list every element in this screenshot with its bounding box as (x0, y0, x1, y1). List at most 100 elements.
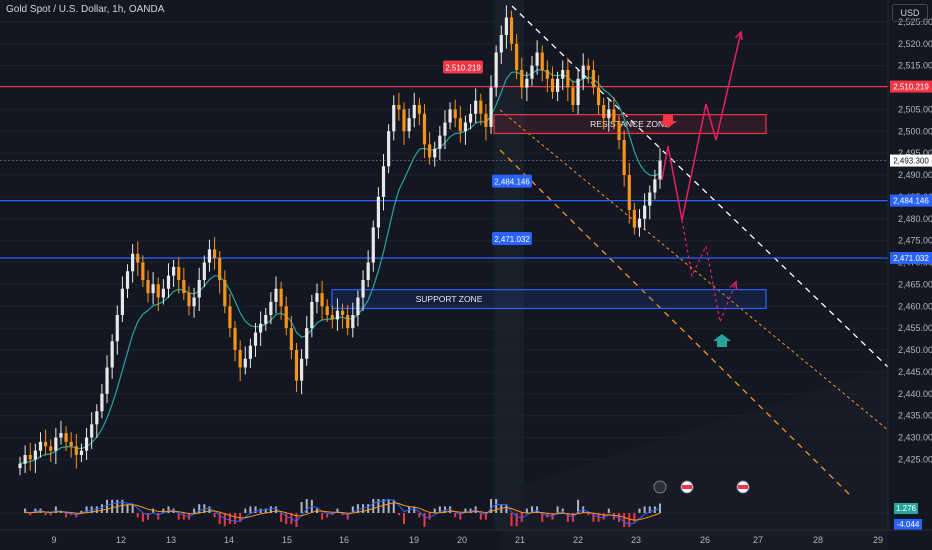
candle-body (545, 70, 549, 79)
candle-body (515, 43, 519, 70)
candle-body (499, 35, 503, 53)
signal-line (25, 502, 661, 521)
candle-body (110, 341, 114, 368)
axis-level-tag-text: 2,471.032 (893, 254, 929, 263)
zone-label: SUPPORT ZONE (416, 294, 483, 304)
candle-body (131, 253, 135, 272)
y-tick-label: 2,495.000 (898, 148, 932, 158)
x-tick-label: 23 (631, 535, 641, 545)
candle-body (18, 463, 22, 469)
flag-stripe-icon (682, 485, 692, 489)
y-tick-label: 2,490.000 (898, 170, 932, 180)
candle-body (136, 253, 140, 263)
macd-neg-tag (894, 519, 922, 530)
candle-body (305, 328, 309, 359)
y-tick-label: 2,505.000 (898, 104, 932, 114)
zones: RESISTANCE ZONE SUPPORT ZONE (331, 114, 767, 310)
candle-body (279, 288, 283, 307)
candle-body (49, 446, 53, 451)
candle-body (453, 109, 457, 119)
zone-label: RESISTANCE ZONE (590, 119, 670, 129)
moving-average (19, 69, 661, 465)
candle-body (448, 109, 452, 123)
x-tick-label: 22 (573, 535, 583, 545)
candle-body (202, 262, 206, 280)
candle-body (361, 280, 365, 298)
level-tag (492, 174, 532, 188)
candle-body (59, 433, 63, 438)
candle-body (84, 437, 89, 451)
level-tag-text: 2,484.146 (494, 178, 530, 187)
candle-body (428, 144, 432, 158)
candle-body (284, 306, 288, 329)
candle-body (489, 87, 493, 127)
y-tick-label: 2,455.000 (898, 323, 932, 333)
candle-body (223, 280, 227, 307)
event-icons[interactable] (653, 480, 750, 494)
candle-body (218, 258, 222, 280)
candle-body (69, 441, 73, 447)
candle-body (259, 323, 263, 333)
candle-body (586, 65, 590, 70)
candle-body (617, 122, 621, 140)
y-tick-label: 2,460.000 (898, 301, 932, 311)
candle-body (581, 65, 585, 79)
candle-body (187, 293, 191, 307)
candle-body (269, 301, 273, 315)
candle-body (38, 441, 43, 451)
candle-body (417, 105, 421, 114)
grid (0, 21, 888, 460)
candle-body (474, 100, 478, 114)
candle-body (28, 455, 32, 460)
candle-body (530, 65, 534, 79)
candle-body (407, 118, 411, 132)
y-tick-label: 2,445.000 (898, 367, 932, 377)
candle-body (525, 78, 529, 88)
axis-level-tag-text: 2,484.146 (893, 197, 929, 206)
candle-body (340, 310, 345, 315)
candle-body (146, 280, 150, 294)
candle-body (44, 441, 48, 447)
candle-body (115, 315, 119, 342)
candle-body (627, 175, 631, 210)
candle-body (320, 293, 324, 307)
candle-body (540, 52, 544, 70)
x-tick-label: 9 (51, 535, 56, 545)
candle-body (366, 262, 370, 280)
candle-body (381, 166, 386, 197)
candle-body (535, 52, 539, 66)
candle-body (376, 196, 380, 228)
level-tag (492, 231, 532, 245)
level-tag-text: 2,471.032 (494, 235, 530, 244)
candle-body (253, 332, 258, 346)
candle-body (74, 446, 78, 455)
candle-body (325, 306, 329, 315)
axis-level-tag-text: 2,510.219 (893, 83, 929, 92)
x-tick-label: 20 (457, 535, 467, 545)
currency-button[interactable]: USD (892, 4, 928, 22)
candle-body (484, 113, 488, 127)
candle-body (612, 109, 616, 123)
candle-body (54, 437, 58, 451)
candle-body (356, 297, 360, 315)
macd-line (24, 498, 661, 525)
candles[interactable] (18, 5, 662, 476)
candle-body (653, 179, 657, 193)
channel-upper-line (511, 5, 889, 368)
candle-body (289, 328, 293, 350)
flash-event-icon[interactable] (653, 480, 667, 494)
axis-level-tag (890, 194, 932, 207)
candle-body (463, 122, 468, 132)
candle-body (550, 78, 555, 92)
y-tick-label: 2,465.000 (898, 279, 932, 289)
flag-stripe-icon (738, 485, 748, 489)
candle-body (105, 367, 109, 394)
candle-body (571, 87, 575, 105)
candle-body (141, 262, 145, 280)
candle-body (494, 52, 498, 88)
y-tick-label: 2,515.000 (898, 61, 932, 71)
candle-body (125, 271, 130, 289)
current-price-tag (890, 154, 932, 167)
y-tick-label: 2,425.000 (898, 454, 932, 464)
